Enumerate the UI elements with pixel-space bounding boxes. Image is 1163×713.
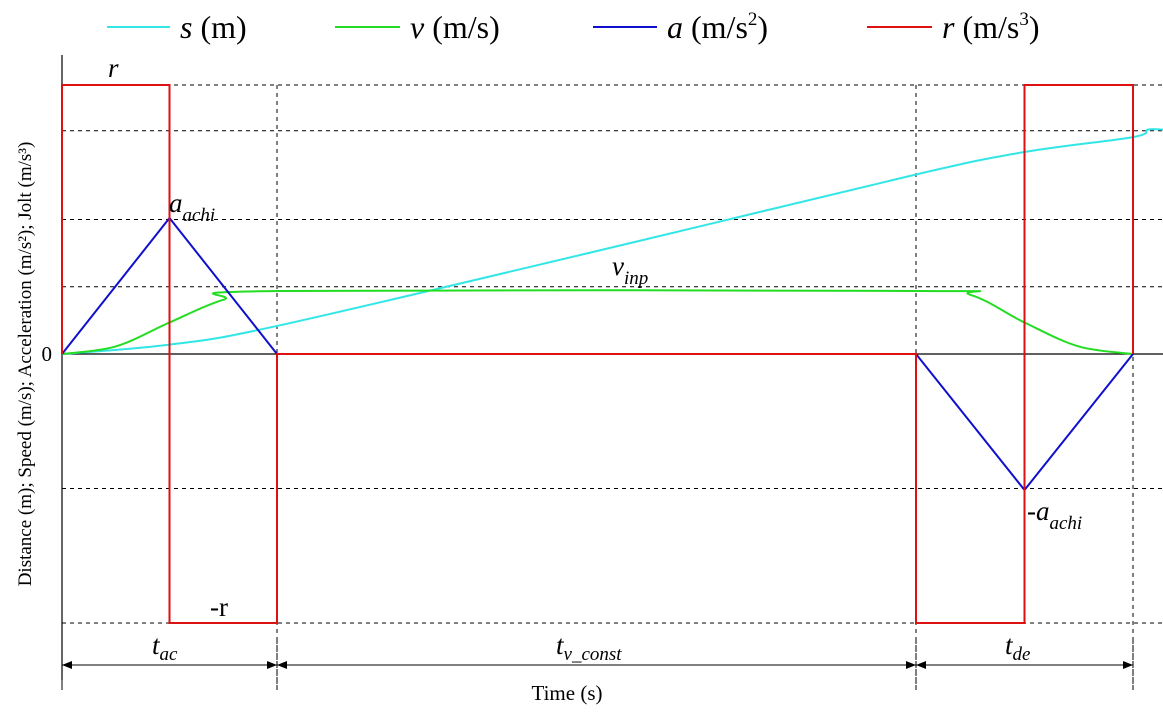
dim-t-ac-arrow-left — [62, 661, 72, 669]
series-line-speed — [61, 289, 1134, 355]
legend-item-a: a (m/s2) — [593, 9, 768, 45]
dim-t-v-const-arrow-left — [277, 661, 287, 669]
legend: s (m) v (m/s) a (m/s2) r (m/s3) — [107, 9, 1040, 45]
axes — [61, 55, 1163, 680]
legend-label-v: v (m/s) — [410, 9, 500, 45]
y-axis-label: Distance (m); Speed (m/s); Acceleration … — [15, 142, 36, 587]
dim-t-de-arrow-left — [916, 661, 926, 669]
series-line-distance — [61, 128, 1163, 355]
annotation-neg-r: -r — [210, 592, 228, 622]
annotation-neg-a-achi: -aachi — [1027, 496, 1082, 534]
dim-t-v-const-arrow-right — [906, 661, 916, 669]
x-axis-label: Time (s) — [532, 681, 603, 705]
annotations: r -r aachi -aachi vinp tac tv_const tde — [108, 53, 1082, 665]
phase-dimension-arrows — [61, 640, 1134, 690]
phase-label-t-ac: tac — [152, 630, 178, 665]
legend-item-v: v (m/s) — [335, 9, 500, 45]
dim-t-ac-arrow-right — [267, 661, 277, 669]
series-line-jolt — [61, 84, 1134, 624]
y-tick-label-0: 0 — [42, 342, 53, 366]
annotation-a-achi: aachi — [169, 188, 215, 226]
legend-label-a: a (m/s2) — [667, 9, 768, 45]
annotation-v-inp: vinp — [612, 251, 648, 289]
legend-item-r: r (m/s3) — [867, 9, 1040, 45]
legend-label-s: s (m) — [180, 9, 247, 45]
phase-label-t-de: tde — [1005, 630, 1030, 665]
series-group — [61, 84, 1163, 624]
legend-label-r: r (m/s3) — [942, 9, 1040, 45]
annotation-r: r — [108, 53, 119, 83]
legend-item-s: s (m) — [107, 9, 247, 45]
dim-t-de-arrow-right — [1123, 661, 1133, 669]
phase-label-t-v-const: tv_const — [556, 630, 622, 665]
